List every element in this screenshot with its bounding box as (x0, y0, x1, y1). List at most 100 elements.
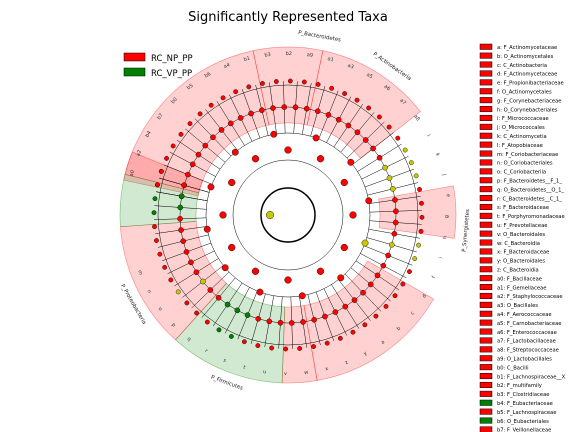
node (292, 104, 299, 111)
node (277, 319, 284, 326)
node (303, 105, 310, 112)
key-entry: l: F_Atopobiaceae (497, 143, 543, 149)
key-swatch (479, 141, 493, 148)
clade-label: v (284, 371, 287, 377)
clade-sector (120, 221, 227, 341)
key-entry: b0: C_Bacilli (497, 365, 529, 371)
key-entry: a4: F_Aerococcaceae (497, 312, 552, 318)
key-swatch (479, 239, 493, 246)
key-swatch (479, 417, 493, 424)
clade-label: a2 (135, 149, 143, 157)
node (218, 127, 225, 133)
node (251, 267, 260, 275)
phylum-label: P_Synergistetes (461, 209, 471, 252)
node (180, 238, 187, 244)
clade-label: a9 (306, 52, 313, 59)
node (365, 197, 373, 205)
key-swatch (479, 266, 493, 273)
clade-label: n (145, 289, 152, 295)
key-swatch (479, 390, 493, 397)
taxonomy-ring (157, 84, 419, 346)
node (337, 274, 345, 282)
node (349, 211, 357, 219)
node (382, 164, 388, 171)
key-swatch (479, 292, 493, 299)
node (255, 316, 262, 322)
clade-labels: a0 a2 b4 b7 b0 b5 b6 a4 b1 b3 b2 a9 a1 a3 a5 a6 a7 a8 l k j e… (129, 51, 451, 377)
node (219, 211, 227, 219)
key-entry: b2: F_multifamily (497, 383, 542, 389)
key-swatch (479, 70, 493, 77)
node (237, 115, 244, 121)
node (337, 335, 343, 341)
node (158, 168, 164, 174)
key-swatch (479, 301, 493, 308)
node (152, 196, 158, 202)
node (178, 131, 184, 137)
clade-label: a3 (346, 63, 354, 71)
node (362, 137, 369, 143)
node (393, 208, 399, 215)
clade-label: a6 (383, 84, 392, 93)
clade-label: y (363, 350, 369, 357)
node (351, 297, 358, 303)
key-swatch (479, 221, 493, 228)
clade-label: z (344, 359, 349, 366)
key-entry: b4: F_Eubacteriaceae (497, 401, 553, 407)
node (350, 329, 356, 335)
clade-label: l (425, 134, 431, 138)
node (332, 309, 339, 315)
node (373, 313, 379, 319)
node (175, 289, 181, 295)
taxonomy-ring (205, 132, 371, 298)
node (360, 289, 366, 296)
key-swatch (479, 195, 493, 202)
key-entry: s: F_Bacteroidaceae (497, 205, 549, 211)
node (392, 293, 398, 299)
node (281, 104, 288, 110)
node (376, 154, 383, 161)
key-entry: a: F_Actinomycetaceae (497, 45, 557, 51)
node (400, 281, 406, 287)
node (419, 214, 425, 220)
node (241, 339, 247, 345)
node (340, 178, 348, 187)
node (228, 243, 236, 252)
node (324, 340, 330, 346)
clade-label: a4 (223, 62, 231, 70)
node (345, 122, 352, 129)
key-swatch (479, 355, 493, 362)
legend-label-rc-np-pp: RC_NP_PP (151, 54, 193, 64)
node (407, 269, 412, 275)
node (386, 124, 392, 130)
clade-label: d (421, 293, 428, 299)
node (311, 316, 317, 323)
node (155, 182, 160, 188)
node (412, 256, 418, 262)
node (325, 112, 332, 118)
clade-label: g (444, 215, 450, 218)
node (197, 111, 203, 117)
node (256, 288, 264, 296)
node (215, 294, 222, 301)
node (259, 107, 265, 114)
key-swatch (479, 373, 493, 380)
node (168, 277, 174, 283)
key-entry: z: C_Bacteroidia (497, 268, 539, 274)
key-entry: a9: O_Lactobacillales (497, 357, 552, 363)
node (189, 161, 196, 168)
node (340, 243, 348, 252)
key-swatch (479, 257, 493, 264)
key-entry: q: O_Bacteroidetes__O_1_ (497, 187, 564, 193)
node (210, 134, 216, 141)
node (335, 116, 342, 123)
root-ring (260, 187, 316, 243)
clade-sector (306, 50, 421, 159)
node (395, 135, 401, 141)
node (315, 82, 321, 87)
node (220, 95, 226, 101)
key-entry: a6: F_Enterococcaceae (497, 330, 557, 336)
clade-sector (303, 260, 434, 381)
node (164, 155, 169, 161)
